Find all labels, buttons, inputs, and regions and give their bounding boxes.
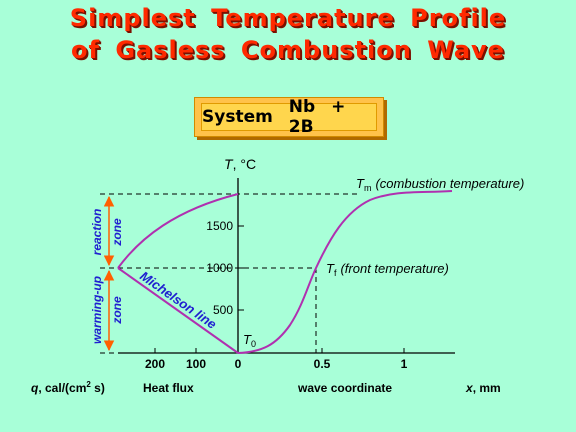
temperature-curve [237,190,453,354]
tf-annotation: Tf (front temperature) [326,261,449,278]
warming-zone-label-1: warming-up [90,276,104,344]
michelson-line-label: Michelson line [137,268,219,332]
y-tick-label-1000: 1000 [206,261,233,275]
warming-zone-label-2: zone [110,296,124,325]
y-tick-label-1500: 1500 [206,219,233,233]
system-label: System Nb + 2B [201,97,377,137]
x-tick-label-200: 200 [145,357,165,371]
x-tick-label-0-5: 0.5 [314,357,331,371]
heat-flux-label: Heat flux [143,381,194,395]
heat-flux-curve [117,193,239,269]
title-line-1: Simplest Temperature Profile [69,4,507,32]
wave-coordinate-label: wave coordinate [297,381,392,395]
x-axis-label: x, mm [465,381,501,395]
reaction-zone-label-2: zone [110,218,124,247]
x-tick-label-100: 100 [186,357,206,371]
x-tick-label-1: 1 [401,357,408,371]
title-line-2: of Gasless Combustion Wave [71,36,505,64]
t0-annotation: T0 [243,332,256,349]
michelson-line [117,267,239,354]
q-axis-label: q, cal/(cm2 s) [31,380,105,395]
system-formula: Nb + 2B [288,97,346,137]
reaction-zone-label-1: reaction [90,209,104,256]
x-tick-label-0: 0 [235,357,242,371]
y-tick-label-500: 500 [213,303,233,317]
system-word: System [202,107,273,127]
system-box: System Nb + 2B [194,97,384,137]
tm-annotation: Tm (combustion temperature) [356,176,524,193]
y-axis-title: T, °C [224,156,256,172]
